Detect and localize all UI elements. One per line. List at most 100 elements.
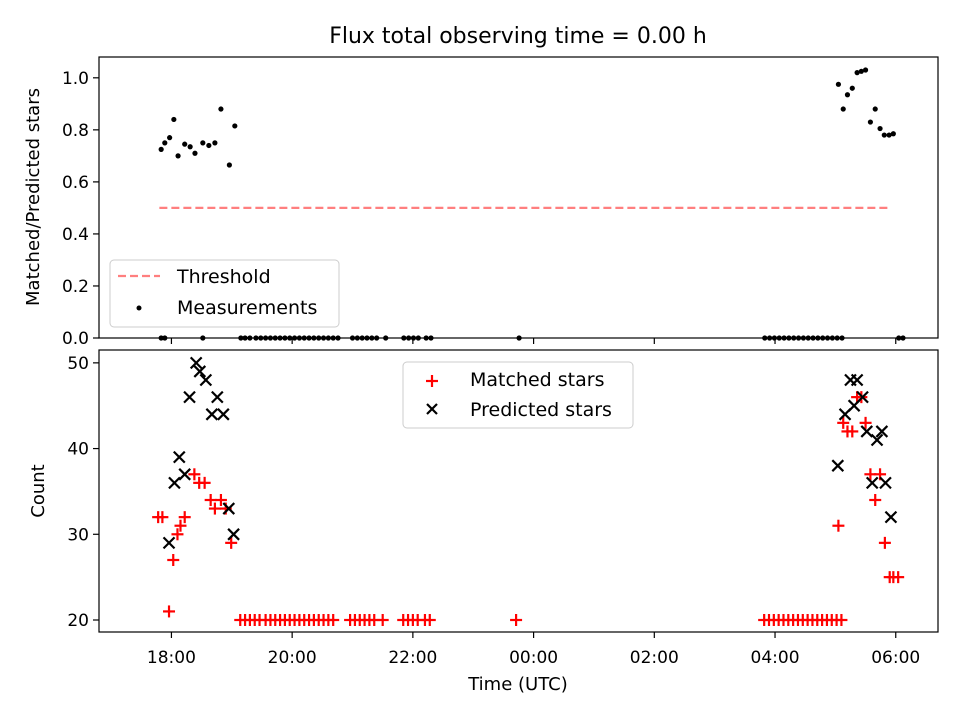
predicted-star-point [856, 390, 869, 404]
matched-star-point [835, 614, 848, 626]
matched-star-point [214, 494, 227, 506]
x-tick-label: 00:00 [509, 648, 558, 668]
measurement-point [182, 141, 188, 147]
legend-threshold-label: Threshold [176, 266, 271, 288]
legend-measurements-swatch [136, 305, 142, 311]
matched-star-point [376, 614, 389, 626]
matched-star-point [156, 511, 169, 524]
y-tick-label: 40 [67, 440, 89, 460]
predicted-star-point [189, 356, 203, 370]
measurement-point [218, 106, 224, 112]
matched-star-point [837, 416, 850, 429]
measurement-point [858, 68, 864, 74]
x-axis-label: Time (UTC) [467, 674, 568, 695]
legend-matched-label: Matched stars [470, 369, 604, 391]
x-tick-label: 18:00 [147, 648, 196, 668]
y-tick-label: 50 [67, 354, 89, 374]
measurement-point [890, 131, 896, 137]
predicted-star-point [199, 373, 213, 387]
bottom-panel: 20 30 40 50 18:00 20:00 22:00 00:00 02:00 04:00 0… [28, 349, 939, 695]
matched-star-point [225, 536, 238, 549]
y-tick-label: 0.2 [62, 277, 89, 297]
y-tick-label: 30 [67, 525, 89, 545]
bottom-legend: Matched stars Predicted stars [402, 361, 634, 429]
predicted-star-point [183, 390, 196, 404]
y-tick-label: 0.4 [62, 225, 89, 245]
x-tick-label: 20:00 [268, 648, 317, 668]
measurement-point [877, 125, 883, 132]
predicted-star-point [870, 433, 884, 447]
predicted-star-point [217, 408, 230, 421]
predicted-star-point [879, 476, 892, 490]
matched-star-point [174, 519, 187, 532]
matched-star-point [869, 494, 882, 506]
predicted-star-point [178, 468, 191, 481]
measurement-point [226, 162, 232, 168]
matched-star-point [327, 614, 340, 626]
matched-star-point [892, 571, 905, 584]
measurement-point [206, 142, 212, 149]
measurement-point [835, 81, 842, 87]
bottom-axes-frame [98, 349, 939, 633]
measurement-point [840, 106, 846, 112]
top-y-axis-label: Matched/Predicted stars [23, 88, 44, 306]
measurement-point [212, 140, 218, 146]
measurement-point [886, 132, 892, 138]
chart-title: Flux total observing time = 0.00 h [329, 24, 707, 49]
matched-star-point [510, 614, 523, 626]
measurement-point [862, 67, 869, 73]
x-tick-label: 22:00 [388, 648, 437, 668]
measurement-point [162, 140, 168, 146]
predicted-star-point [193, 365, 207, 378]
matched-star-point [859, 416, 872, 429]
measurement-point [232, 123, 238, 129]
legend-measurements-label: Measurements [177, 297, 317, 319]
measurement-point [171, 116, 177, 123]
predicted-star-point [850, 373, 864, 387]
y-tick-label: 0.0 [62, 329, 89, 349]
top-axes-frame [98, 56, 939, 339]
matched-star-point [204, 494, 217, 506]
top-legend-box [109, 259, 340, 328]
legend-matched-swatch [426, 375, 438, 387]
measurement-point [872, 106, 878, 112]
x-tick-label: 02:00 [630, 648, 679, 668]
predicted-star-point [865, 476, 879, 490]
predicted-star-point [884, 510, 898, 524]
matched-star-point [423, 614, 436, 626]
y-tick-label: 1.0 [62, 69, 89, 89]
y-tick-label: 20 [67, 611, 89, 631]
predicted-star-point [227, 528, 240, 541]
bottom-marks [152, 356, 905, 626]
y-tick-label: 0.8 [62, 121, 89, 141]
measurement-point [881, 132, 887, 138]
bottom-x-ticks: 18:00 20:00 22:00 00:00 02:00 04:00 06:00 [147, 632, 920, 668]
top-legend: Threshold Measurements [109, 259, 340, 328]
matched-star-point [188, 468, 201, 481]
matched-star-point [832, 519, 845, 532]
measurement-point [854, 70, 860, 76]
matched-star-point [178, 511, 191, 524]
bottom-legend-box [402, 361, 634, 429]
measurement-point [867, 119, 873, 125]
top-y-ticks: 0.0 0.2 0.4 0.6 0.8 1.0 [62, 69, 99, 349]
y-tick-label: 0.6 [62, 173, 89, 193]
predicted-star-point [222, 502, 236, 515]
measurement-point [158, 146, 164, 152]
measurement-point [187, 144, 193, 150]
x-tick-label: 06:00 [871, 648, 920, 668]
bottom-y-axis-label: Count [28, 464, 49, 517]
predicted-star-point [211, 390, 224, 404]
matched-star-point [171, 528, 184, 541]
matched-star-point [208, 502, 221, 515]
bottom-y-ticks: 20 30 40 50 [67, 354, 99, 631]
predicted-star-point [205, 408, 219, 421]
predicted-star-point [173, 450, 186, 464]
legend-predicted-label: Predicted stars [470, 399, 612, 421]
matched-star-point [167, 554, 180, 566]
predicted-star-point [831, 459, 845, 472]
predicted-star-point [875, 425, 889, 438]
measurement-point [192, 150, 198, 156]
measurement-point [844, 92, 851, 98]
